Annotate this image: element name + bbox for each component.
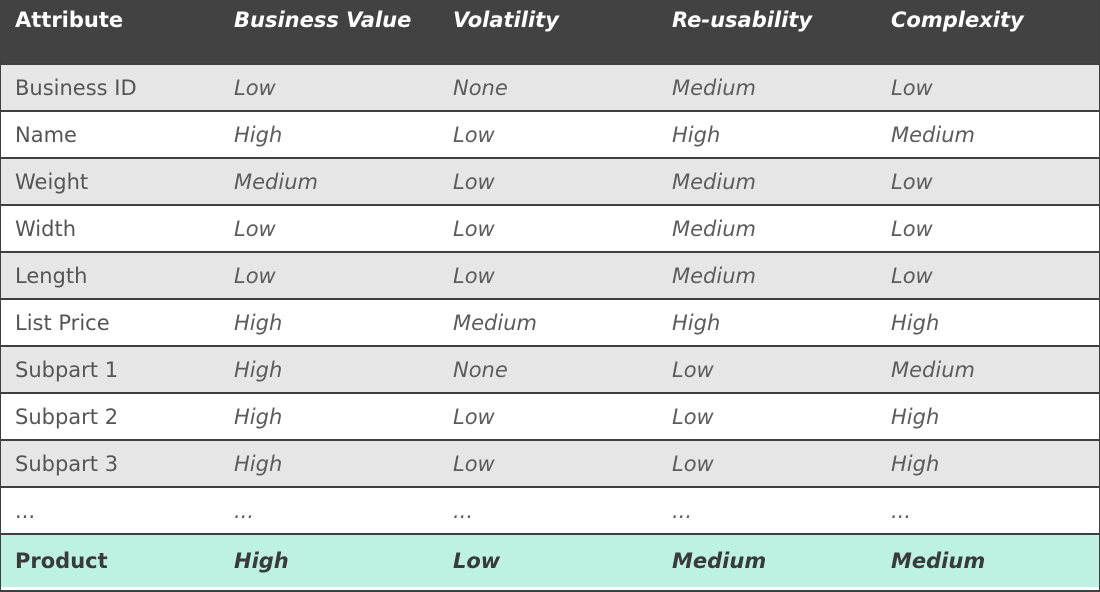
cell-attribute: Business ID [15, 75, 137, 100]
table-row: Length Low Low Medium Low [1, 251, 1099, 298]
cell-volatility: Low [453, 451, 495, 476]
cell-complexity: High [891, 310, 940, 335]
cell-volatility: Low [453, 122, 495, 147]
cell-business-value: Low [234, 263, 276, 288]
table-row: ... ... ... ... ... [1, 486, 1099, 533]
cell-volatility: Medium [453, 310, 537, 335]
cell-re-usability: Medium [672, 75, 756, 100]
cell-business-value: High [234, 404, 283, 429]
footer-attribute: Product [15, 549, 108, 573]
header-volatility: Volatility [453, 8, 559, 32]
table-row: Weight Medium Low Medium Low [1, 157, 1099, 204]
cell-business-value: High [234, 310, 283, 335]
cell-business-value: High [234, 451, 283, 476]
header-business-value: Business Value [234, 8, 412, 32]
cell-complexity: High [891, 404, 940, 429]
cell-attribute: Subpart 2 [15, 404, 119, 429]
cell-complexity: ... [891, 498, 912, 523]
footer-complexity: Medium [891, 549, 986, 573]
table-row: Subpart 1 High None Low Medium [1, 345, 1099, 392]
cell-attribute: Weight [15, 169, 89, 194]
table-footer-row: Product High Low Medium Medium [1, 533, 1099, 587]
cell-business-value: Low [234, 216, 276, 241]
table-header-row: Attribute Business Value Volatility Re-u… [1, 0, 1099, 63]
cell-attribute: Subpart 3 [15, 451, 119, 476]
cell-volatility: ... [453, 498, 474, 523]
cell-complexity: Low [891, 216, 933, 241]
cell-volatility: None [453, 75, 508, 100]
cell-re-usability: Low [672, 357, 714, 382]
cell-volatility: Low [453, 263, 495, 288]
cell-re-usability: High [672, 122, 721, 147]
cell-complexity: Medium [891, 122, 975, 147]
cell-complexity: Low [891, 169, 933, 194]
table-row: Name High Low High Medium [1, 110, 1099, 157]
cell-attribute: Length [15, 263, 88, 288]
cell-complexity: High [891, 451, 940, 476]
cell-complexity: Low [891, 75, 933, 100]
cell-complexity: Low [891, 263, 933, 288]
cell-re-usability: High [672, 310, 721, 335]
cell-re-usability: Medium [672, 263, 756, 288]
cell-volatility: Low [453, 404, 495, 429]
cell-attribute: Subpart 1 [15, 357, 119, 382]
cell-attribute: ... [15, 498, 36, 523]
cell-re-usability: Medium [672, 169, 756, 194]
table-row: List Price High Medium High High [1, 298, 1099, 345]
cell-attribute: Width [15, 216, 77, 241]
table-row: Business ID Low None Medium Low [1, 63, 1099, 110]
cell-volatility: None [453, 357, 508, 382]
cell-business-value: Low [234, 75, 276, 100]
table-row: Width Low Low Medium Low [1, 204, 1099, 251]
cell-re-usability: Medium [672, 216, 756, 241]
cell-attribute: Name [15, 122, 77, 147]
cell-volatility: Low [453, 169, 495, 194]
cell-re-usability: Low [672, 404, 714, 429]
footer-business-value: High [234, 549, 289, 573]
cell-complexity: Medium [891, 357, 975, 382]
footer-re-usability: Medium [672, 549, 767, 573]
header-re-usability: Re-usability [672, 8, 813, 32]
cell-business-value: High [234, 357, 283, 382]
cell-business-value: Medium [234, 169, 318, 194]
cell-business-value: ... [234, 498, 255, 523]
cell-volatility: Low [453, 216, 495, 241]
header-attribute: Attribute [15, 8, 124, 32]
table-row: Subpart 2 High Low Low High [1, 392, 1099, 439]
cell-re-usability: Low [672, 451, 714, 476]
cell-business-value: High [234, 122, 283, 147]
cell-attribute: List Price [15, 310, 110, 335]
header-complexity: Complexity [891, 8, 1024, 32]
footer-volatility: Low [453, 549, 501, 573]
table-row: Subpart 3 High Low Low High [1, 439, 1099, 486]
cell-re-usability: ... [672, 498, 693, 523]
